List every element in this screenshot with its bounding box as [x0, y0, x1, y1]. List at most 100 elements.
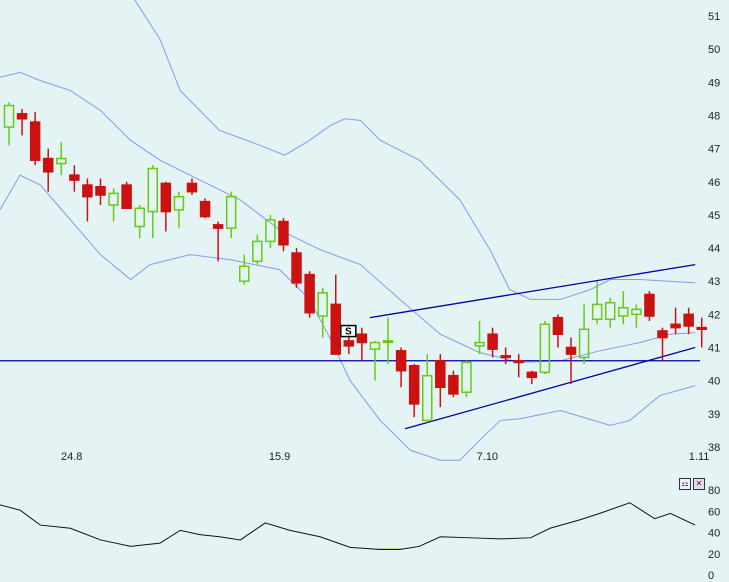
candle [160, 181, 172, 232]
candle-body [631, 308, 642, 316]
candle-body [513, 360, 524, 364]
candle-body [16, 113, 28, 120]
candle-body [395, 350, 407, 372]
candle [69, 165, 80, 192]
price-axis-tick: 44 [708, 243, 720, 255]
candle-body [134, 207, 145, 228]
candle [121, 181, 132, 210]
price-axis-tick: 50 [708, 44, 720, 56]
candle [552, 314, 564, 348]
price-axis-tick: 38 [708, 442, 720, 454]
candle-body [95, 185, 106, 196]
candle-body [343, 340, 355, 347]
price-axis-tick: 51 [708, 11, 720, 23]
price-axis-tick: 49 [708, 77, 720, 89]
candle-body [42, 157, 54, 173]
candle [565, 337, 577, 384]
candle [369, 340, 381, 381]
candle-body [82, 184, 93, 198]
oscillator-axis-tick: 20 [708, 549, 720, 561]
candle [604, 297, 616, 328]
candle-body [578, 328, 590, 359]
price-axis-tick: 41 [708, 343, 720, 355]
candle [56, 141, 67, 176]
event-marker-label: S [345, 327, 352, 338]
candle-body [291, 252, 302, 284]
trend-line [404, 346, 696, 430]
candle [3, 102, 15, 146]
candle-body [108, 192, 119, 206]
candle [173, 191, 185, 229]
candle-body [500, 355, 511, 359]
price-axis-tick: 43 [708, 276, 720, 288]
candle [147, 165, 159, 239]
candle-body [356, 333, 368, 344]
candle [42, 148, 54, 192]
candle [578, 304, 590, 365]
candle [696, 317, 707, 348]
bollinger-middle-band [0, 71, 696, 363]
candle [526, 370, 538, 384]
candle [291, 248, 302, 288]
price-axis-tick: 46 [708, 177, 720, 189]
candle-body [173, 195, 185, 211]
candle-body [186, 182, 198, 193]
candle [186, 178, 198, 196]
date-axis-tick: 24.8 [61, 451, 82, 463]
candle-body [591, 303, 603, 321]
candle-body [448, 374, 459, 395]
candle-body [539, 323, 551, 374]
date-axis-tick: 1.11 [689, 451, 710, 463]
candle-body [330, 303, 341, 355]
candle [421, 354, 433, 422]
bollinger-lower-band [0, 174, 696, 461]
candle-body [265, 219, 276, 243]
candle [212, 221, 224, 262]
candle [395, 347, 407, 388]
candle [644, 291, 655, 321]
candle [95, 178, 106, 205]
candle [225, 191, 237, 239]
candle-body [304, 273, 315, 314]
candle [82, 178, 93, 222]
candle [278, 218, 289, 252]
candle [657, 327, 668, 361]
candle [618, 291, 629, 325]
candle [448, 370, 459, 398]
candle-body [565, 346, 577, 355]
candle [356, 327, 368, 361]
candle-body [212, 224, 224, 229]
candle [683, 307, 694, 335]
oscillator-axis-tick: 40 [708, 528, 720, 540]
trend-line [369, 263, 696, 319]
candle [461, 360, 472, 398]
candle [670, 307, 681, 335]
price-axis-tick: 45 [708, 210, 720, 222]
price-axis-tick: 48 [708, 110, 720, 122]
candle-body [474, 341, 485, 347]
candle-body [225, 195, 237, 229]
candle-body [604, 301, 616, 321]
candle [304, 271, 315, 318]
candle [199, 198, 211, 219]
date-axis-tick: 7.10 [477, 451, 498, 463]
price-axis-tick: 42 [708, 309, 720, 321]
candle-body [683, 313, 694, 327]
candle [265, 214, 276, 249]
candle-body [461, 361, 472, 394]
candle-body [526, 371, 538, 379]
indicator-settings-icon[interactable]: ⚏ [679, 478, 691, 490]
candle [539, 320, 551, 375]
oscillator-line [0, 502, 696, 550]
candle-body [408, 364, 420, 405]
close-icon[interactable]: ✕ [693, 478, 705, 490]
candle [474, 320, 485, 355]
candle-body [369, 341, 381, 350]
candle-body [657, 330, 668, 339]
price-axis-tick: 47 [708, 144, 720, 156]
candle-body [160, 182, 172, 213]
candle-body [487, 333, 498, 350]
candle [408, 364, 420, 418]
date-axis-tick: 15.9 [269, 451, 290, 463]
candle [330, 274, 341, 355]
